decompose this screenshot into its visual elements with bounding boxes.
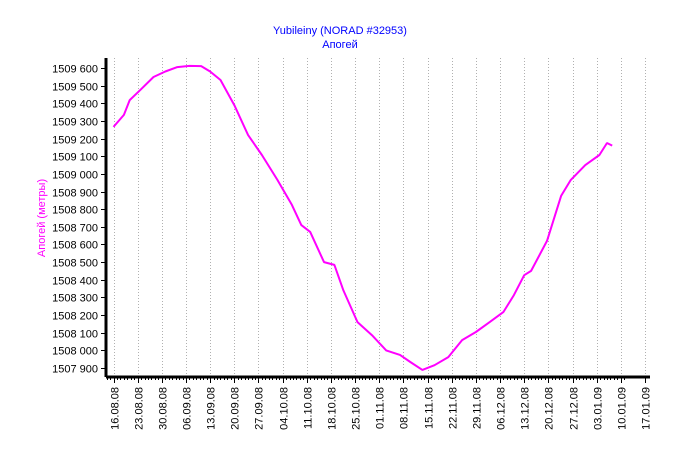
x-tick-label: 06.12.08 [496, 387, 508, 430]
x-tick-label: 16.08.08 [110, 387, 122, 430]
y-tick-label: 1508 200 [52, 311, 98, 323]
x-tick-label: 18.10.08 [327, 387, 339, 430]
y-tick-label: 1508 900 [52, 188, 98, 200]
x-tick-label: 10.01.09 [617, 387, 629, 430]
x-tick-label: 13.12.08 [520, 387, 532, 430]
ticks: 16.08.08 23.08.08 30.08.08 06.09.08 13.09.08… [52, 64, 652, 430]
axes [104, 58, 650, 379]
x-tick-label: 23.08.08 [134, 387, 146, 430]
x-tick-label: 22.11.08 [448, 387, 460, 429]
x-tick-label: 25.10.08 [351, 387, 363, 430]
x-tick-label: 04.10.08 [279, 387, 291, 430]
x-tick-label: 03.01.09 [593, 387, 605, 430]
x-tick-label: 20.09.08 [230, 387, 242, 430]
grid [114, 58, 646, 377]
y-tick-label: 1508 300 [52, 293, 98, 305]
x-tick-label: 17.01.09 [641, 387, 653, 430]
y-tick-label: 1508 400 [52, 276, 98, 288]
x-tick-label: 15.11.08 [424, 387, 436, 429]
x-tick-label: 11.10.08 [303, 387, 315, 429]
y-tick-label: 1509 000 [52, 170, 98, 182]
y-tick-label: 1509 100 [52, 152, 98, 164]
y-tick-label: 1508 700 [52, 223, 98, 235]
x-tick-label: 27.09.08 [254, 387, 266, 430]
y-tick-label: 1508 100 [52, 329, 98, 341]
y-tick-label: 1508 800 [52, 205, 98, 217]
x-tick-label: 06.09.08 [182, 387, 194, 430]
y-axis-label: Апогей (метры) [36, 179, 48, 257]
y-tick-label: 1509 200 [52, 135, 98, 147]
x-tick-label: 27.12.08 [569, 387, 581, 430]
series [112, 64, 613, 371]
y-tick-label: 1508 000 [52, 346, 98, 358]
x-tick-label: 08.11.08 [399, 387, 411, 429]
y-tick-label: 1509 400 [52, 99, 98, 111]
x-tick-label: 20.12.08 [544, 387, 556, 430]
y-tick-label: 1509 600 [52, 64, 98, 76]
x-tick-label: 30.08.08 [158, 387, 170, 430]
y-tick-label: 1509 300 [52, 117, 98, 129]
chart-subtitle: Апогей [322, 39, 357, 51]
chart-title: Yubileiny (NORAD #32953) [273, 25, 407, 37]
y-tick-label: 1508 500 [52, 258, 98, 270]
y-tick-label: 1509 500 [52, 82, 98, 94]
series-line-apogee [112, 64, 613, 371]
x-tick-label: 29.11.08 [472, 387, 484, 429]
x-tick-label: 01.11.08 [375, 387, 387, 429]
x-tick-label: 13.09.08 [206, 387, 218, 430]
y-tick-label: 1507 900 [52, 364, 98, 376]
y-tick-label: 1508 600 [52, 240, 98, 252]
